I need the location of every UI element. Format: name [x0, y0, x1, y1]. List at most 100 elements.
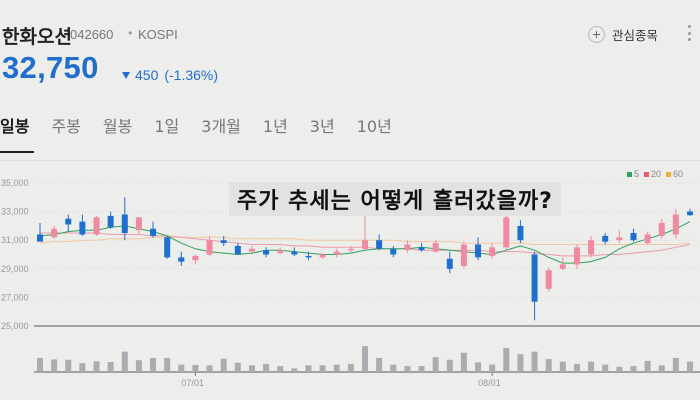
candle-body [362, 240, 368, 249]
y-tick-label: 29,000 [1, 264, 29, 274]
volume-bar [291, 368, 298, 372]
volume-bar [376, 357, 383, 372]
volume-bar [573, 363, 580, 372]
volume-bar [347, 363, 354, 372]
y-tick-label: 35,000 [1, 178, 29, 188]
legend-swatch-ma60 [666, 171, 672, 177]
candle-body [616, 237, 623, 241]
price-change: 450 (-1.36%) [122, 67, 218, 83]
candle-body [432, 243, 439, 252]
volume-bar [404, 366, 411, 372]
tab-3years[interactable]: 3년 [309, 117, 335, 136]
candle-body [588, 240, 595, 255]
candle-body [305, 255, 312, 258]
volume-bar [658, 365, 665, 372]
y-tick-label: 25,000 [1, 321, 29, 331]
candle-body [263, 250, 270, 255]
legend-label-ma60: 60 [673, 169, 684, 179]
volume-bar [390, 364, 397, 372]
volume-bar [192, 364, 199, 372]
volume-bar [475, 362, 482, 372]
candle-body [121, 214, 128, 234]
volume-bar [178, 364, 185, 372]
volume-bar [248, 365, 255, 372]
volume-bar [150, 357, 157, 372]
volume-bar [687, 361, 693, 372]
candle-body [489, 247, 496, 256]
candle-body [630, 233, 637, 241]
period-tabs: 일봉 주봉 월봉 1일 3개월 1년 3년 10년 [0, 113, 414, 145]
volume-bar [602, 364, 609, 372]
legend-label-ma20: 20 [651, 169, 662, 179]
volume-bar [630, 366, 637, 372]
candle-body [234, 245, 241, 255]
down-arrow-icon [122, 71, 130, 79]
candle-body [319, 254, 326, 258]
volume-bar [545, 359, 552, 372]
volume-bar [93, 361, 100, 372]
candle-body [65, 218, 72, 225]
tab-daily[interactable]: 일봉 [0, 117, 30, 136]
candle-body [503, 217, 510, 248]
candle-body [107, 215, 114, 228]
candle-body [51, 228, 58, 238]
more-vertical-icon[interactable] [688, 25, 692, 41]
y-tick-label: 27,000 [1, 292, 29, 302]
current-price: 32,750 [2, 50, 99, 85]
tab-1day[interactable]: 1일 [154, 117, 180, 136]
volume-bar [79, 363, 86, 372]
candle-body [93, 217, 100, 235]
volume-bar [220, 358, 227, 372]
candle-body [672, 214, 679, 235]
plus-icon: + [588, 25, 605, 43]
y-tick-label: 31,000 [1, 235, 29, 245]
moving-average-legend: 5 20 60 [627, 169, 688, 179]
candle-body [602, 235, 609, 242]
tab-3months[interactable]: 3개월 [201, 117, 241, 136]
tab-monthly[interactable]: 월봉 [102, 117, 133, 136]
candle-body [644, 234, 651, 244]
candle-body [517, 225, 524, 241]
volume-bar [362, 346, 368, 372]
candle-body [531, 254, 538, 302]
price-chart[interactable]: 35,000 33,000 31,000 29,000 27,000 25,000 07/0… [0, 160, 700, 400]
x-tick-label: 08/01 [478, 378, 501, 388]
candle-body [559, 264, 566, 269]
volume-bar [616, 366, 623, 372]
candle-body [248, 248, 255, 252]
candle-body [206, 240, 213, 255]
candle-body [347, 248, 354, 251]
candle-body [404, 244, 411, 251]
candle-body [475, 244, 482, 258]
legend-swatch-ma20 [644, 171, 650, 177]
candle-body [658, 223, 665, 236]
legend-label-ma5: 5 [634, 169, 640, 179]
candle-body [164, 237, 171, 258]
candle-body [220, 240, 227, 244]
volume-bar [588, 361, 595, 372]
volume-bar [234, 362, 241, 372]
candle-body [418, 247, 425, 251]
legend-item-ma20: 20 [644, 169, 661, 179]
tab-1year[interactable]: 1년 [262, 117, 288, 136]
add-to-watchlist-button[interactable]: + 관심종목 [588, 24, 658, 44]
candle-body [277, 250, 284, 254]
candle-body [390, 248, 397, 255]
volume-bar [135, 360, 142, 372]
tab-weekly[interactable]: 주봉 [51, 117, 81, 136]
volume-bar [305, 365, 312, 372]
candle-body [178, 257, 185, 262]
volume-bar [418, 366, 425, 372]
candle-body [291, 251, 298, 255]
volume-bar [559, 361, 566, 372]
tab-10years[interactable]: 10년 [356, 117, 392, 136]
x-tick-label: 07/01 [181, 378, 204, 388]
volume-bar [37, 357, 43, 372]
candle-body [333, 251, 340, 255]
volume-bar [107, 362, 114, 372]
volume-bar [644, 360, 651, 372]
volume-bar [333, 364, 340, 372]
volume-bar [489, 364, 496, 372]
y-tick-label: 33,000 [1, 207, 29, 217]
stock-market: KOSPI [138, 27, 178, 42]
